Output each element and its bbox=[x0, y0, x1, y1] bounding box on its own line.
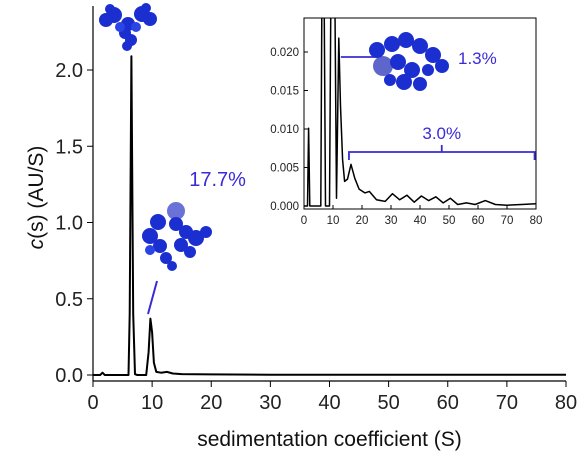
x-tick-label: 0 bbox=[87, 392, 98, 414]
y-tick-label: 0.0 bbox=[55, 365, 83, 387]
inset-x-tick-label: 10 bbox=[327, 215, 340, 227]
inset-x-tick-label: 0 bbox=[301, 215, 307, 227]
y-axis-title-italic: c bbox=[25, 238, 48, 249]
x-tick-label: 80 bbox=[555, 392, 577, 414]
molecule-illustrations bbox=[99, 3, 212, 271]
inset-y-tick-label: 0.000 bbox=[270, 201, 299, 213]
inset-y-tick-label: 0.020 bbox=[270, 47, 299, 59]
inset-x-tick-label: 50 bbox=[443, 215, 456, 227]
inset-y-tick-label: 0.005 bbox=[270, 163, 299, 175]
x-tick-label: 10 bbox=[141, 392, 163, 414]
inset-x-tick-label: 30 bbox=[385, 215, 398, 227]
series-line bbox=[93, 55, 567, 376]
inset-x-tick-label: 20 bbox=[356, 215, 369, 227]
x-axis-title: sedimentation coefficient (S) bbox=[197, 428, 462, 451]
x-tick-label: 70 bbox=[496, 392, 518, 414]
inset-x-tick-label: 80 bbox=[530, 215, 543, 227]
y-axis-title-rest: (s) (AU/S) bbox=[25, 146, 48, 239]
inset-x-tick-label: 60 bbox=[472, 215, 485, 227]
inset-aggregate-molecule-icon bbox=[369, 32, 449, 91]
y-axis-title: c(s) (AU/S) bbox=[25, 146, 48, 250]
inset-series-line bbox=[304, 18, 536, 207]
x-tick-label: 30 bbox=[259, 392, 281, 414]
dimer-percent-annotation: 17.7% bbox=[189, 169, 246, 191]
dimer-pointer-line bbox=[147, 280, 158, 315]
inset-x-tick-label: 70 bbox=[501, 215, 514, 227]
x-tick-label: 40 bbox=[318, 392, 340, 414]
y-tick-label: 1.5 bbox=[55, 136, 83, 158]
y-tick-label: 1.0 bbox=[55, 213, 83, 235]
monomer-molecule-icon bbox=[99, 3, 157, 51]
main-plot: 0 10 20 30 40 50 60 70 80 0.0 0.5 1.0 1.5 2.0 sediment… bbox=[25, 6, 577, 451]
dimer-molecule-icon bbox=[142, 202, 212, 271]
x-tick-label: 50 bbox=[378, 392, 400, 414]
aggregate-percent-annotation: 1.3% bbox=[458, 49, 497, 68]
inset-x-tick-label: 40 bbox=[414, 215, 427, 227]
y-tick-label: 0.5 bbox=[55, 289, 83, 311]
x-tick-label: 60 bbox=[437, 392, 459, 414]
inset-y-tick-label: 0.010 bbox=[270, 124, 299, 136]
inset-y-tick-label: 0.015 bbox=[270, 86, 299, 98]
high-mw-percent-annotation: 3.0% bbox=[422, 124, 461, 143]
x-tick-label: 20 bbox=[200, 392, 222, 414]
y-tick-label: 2.0 bbox=[55, 60, 83, 82]
